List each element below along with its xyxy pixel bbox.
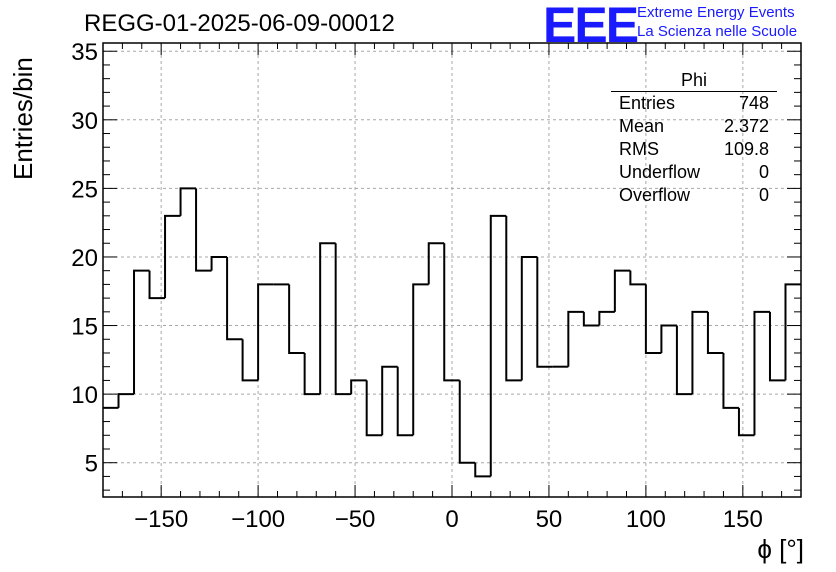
logo-caption-line2: La Scienza nelle Scuole (637, 23, 798, 40)
histogram-bin (133, 269, 150, 395)
histogram-bin (179, 187, 197, 216)
histogram-bin (210, 255, 228, 271)
histogram-bin (691, 310, 708, 395)
y-axis-label: Entries/bin (8, 57, 38, 180)
histogram-bin (427, 242, 445, 285)
stats-label: Overflow (619, 185, 691, 205)
stats-value: 0 (758, 185, 769, 205)
y-tick-label: 25 (71, 176, 98, 203)
histogram-bin (334, 243, 352, 396)
histogram-bin (226, 256, 243, 341)
x-tick-label: 0 (445, 506, 458, 533)
x-tick-label: −50 (335, 506, 376, 533)
histogram-bin (784, 283, 801, 381)
histogram-bin (117, 393, 135, 408)
histogram-bin (195, 188, 212, 272)
histogram-bin (319, 242, 336, 395)
x-tick-label: −150 (134, 506, 188, 533)
histogram-bin (412, 283, 429, 436)
histogram-bin (613, 269, 631, 312)
y-tick-label: 10 (71, 382, 98, 409)
stats-row-entries: Entries 748 (611, 92, 777, 115)
stats-box: Phi Entries 748 Mean 2.372 RMS 109.8 Underf… (611, 70, 777, 207)
histogram-bin (350, 379, 367, 395)
histogram-bin (381, 365, 398, 436)
histogram-bin (660, 324, 677, 353)
logo-caption: Extreme Energy Events La Scienza nelle S… (637, 3, 797, 41)
histogram-bin (722, 352, 739, 409)
histogram-bin (365, 380, 383, 437)
plot-title: REGG-01-2025-06-09-00012 (84, 10, 395, 37)
histogram-bin (706, 311, 724, 354)
stats-row-underflow: Underflow 0 (611, 161, 777, 184)
histogram-bin (737, 407, 755, 437)
histogram-bin (567, 310, 584, 367)
x-axis-label: ϕ [°] (757, 534, 804, 564)
y-tick-label: 35 (71, 39, 98, 66)
stats-value: 748 (738, 93, 769, 113)
histogram-bin (474, 462, 491, 478)
y-tick-label: 30 (71, 108, 98, 135)
x-tick-label: 50 (536, 506, 563, 533)
histogram-bin (505, 215, 522, 382)
histogram-bin (458, 380, 476, 464)
histogram-bin (443, 243, 460, 382)
stats-label: RMS (619, 139, 659, 159)
histogram-bin (396, 366, 414, 437)
histogram-bin (598, 310, 615, 326)
histogram-bin (675, 325, 693, 396)
histogram-bin (582, 311, 600, 327)
histogram-bin (489, 214, 507, 477)
histogram-bin (536, 256, 553, 368)
y-tick-label: 15 (71, 314, 98, 341)
stats-row-mean: Mean 2.372 (611, 115, 777, 138)
histogram-bin (520, 255, 538, 381)
stats-value: 0 (758, 162, 769, 182)
y-tick-label: 20 (71, 245, 98, 272)
histogram-bin (768, 311, 786, 382)
stats-value: 2.372 (723, 116, 769, 136)
stats-label: Underflow (619, 162, 701, 182)
x-tick-label: 150 (723, 506, 763, 533)
histogram-bin (241, 339, 259, 382)
stats-label: Mean (619, 116, 665, 136)
histogram-bin (288, 284, 305, 354)
x-tick-label: −100 (231, 506, 285, 533)
stats-title: Phi (611, 70, 777, 92)
stats-row-overflow: Overflow 0 (611, 184, 777, 207)
histogram-bin (257, 283, 274, 381)
histogram-bin (148, 270, 166, 300)
stats-label: Entries (619, 93, 676, 113)
x-tick-label: 100 (626, 506, 666, 533)
histogram-bin (629, 270, 646, 286)
eee-logo: EEE (543, 0, 639, 53)
stats-value: 109.8 (723, 139, 769, 159)
logo-caption-line1: Extreme Energy Events (637, 4, 795, 21)
histogram-bin (164, 214, 181, 299)
histogram-bin (303, 352, 321, 396)
histogram-bin (753, 310, 770, 436)
stats-row-rms: RMS 109.8 (611, 138, 777, 161)
histogram-bin (644, 284, 662, 354)
y-tick-label: 5 (85, 451, 98, 478)
